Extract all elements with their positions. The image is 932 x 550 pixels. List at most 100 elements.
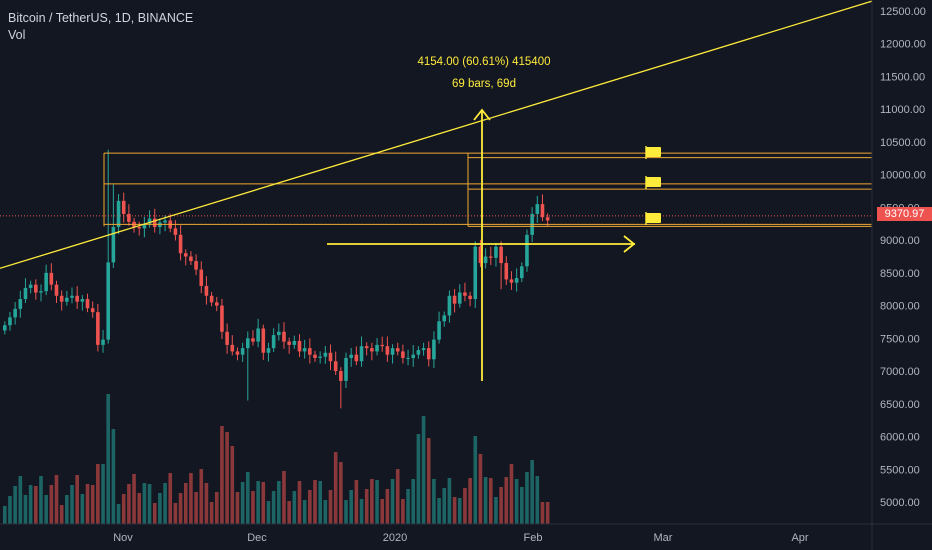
volume-bar [49, 485, 54, 524]
candle-body [106, 262, 110, 340]
volume-bar [401, 499, 405, 524]
volume-bar [452, 497, 457, 524]
volume-bar [116, 504, 121, 524]
volume-bar [390, 479, 395, 524]
candle-body [220, 305, 224, 332]
candle-body [266, 348, 271, 353]
y-tick-label: 12500.00 [880, 6, 926, 18]
y-tick-label: 12000.00 [880, 39, 926, 51]
volume-bar [406, 489, 410, 524]
volume-bar [282, 471, 286, 524]
candle-body [214, 302, 219, 306]
volume-bar [509, 464, 514, 524]
volume-bar [514, 479, 519, 524]
candle-body [494, 246, 498, 258]
candle-body [463, 292, 467, 296]
x-tick-label: 2020 [383, 532, 407, 544]
volume-bar [28, 485, 33, 524]
candle-body [282, 331, 286, 342]
volume-bar [54, 475, 59, 524]
volume-bar [411, 479, 416, 524]
volume-bar [132, 474, 136, 524]
candle-body [54, 284, 59, 296]
drawings [0, 0, 873, 381]
volume-bar [220, 426, 224, 524]
volume-bar [225, 432, 229, 524]
candle-body [256, 328, 260, 342]
candle-body [483, 256, 488, 264]
volume-bar [437, 498, 441, 524]
volume-bar [380, 499, 385, 524]
volume-bar [339, 462, 343, 524]
volume-bar [142, 483, 147, 524]
volume-bar [147, 484, 152, 524]
volume-bar [235, 492, 240, 524]
volume-bar [65, 495, 69, 524]
candle-body [292, 340, 297, 345]
volume-bar [328, 490, 333, 524]
volume-bar [194, 492, 198, 524]
volume-bar [323, 500, 328, 524]
volume-bar [375, 480, 379, 524]
volume-bar [421, 416, 426, 524]
candle-body [437, 321, 441, 340]
volume-bar [468, 478, 472, 524]
volume-bar [349, 490, 353, 524]
volume-bar [385, 489, 390, 524]
volume-bar [127, 484, 131, 524]
volume-label[interactable]: Vol [8, 28, 26, 42]
candle-body [39, 291, 43, 293]
volume-bar [85, 484, 90, 524]
candle-body [328, 352, 333, 362]
candle-body [499, 246, 503, 264]
candle-body [199, 269, 204, 286]
candle-body [344, 357, 348, 381]
flag-icon [646, 147, 661, 157]
candle-body [44, 272, 48, 292]
candle-body [13, 308, 17, 318]
candle-body [34, 284, 38, 293]
volume-bar [59, 505, 64, 524]
candle-body [121, 200, 126, 214]
y-tick-label: 9000.00 [880, 235, 920, 247]
chart-legend: Bitcoin / TetherUS, 1D, BINANCE Vol [8, 10, 193, 44]
volume-bar [121, 494, 126, 524]
candle-body [183, 253, 188, 257]
flag-icon [646, 177, 661, 187]
volume-bar [256, 481, 260, 524]
volume-bar [23, 495, 28, 524]
volume-bar [96, 464, 100, 524]
volume-bar [277, 481, 281, 524]
candle-body [468, 295, 472, 300]
y-tick-label: 5000.00 [880, 497, 920, 509]
candle-body [261, 328, 266, 353]
volume-bar [297, 481, 302, 524]
y-tick-label: 7000.00 [880, 366, 920, 378]
volume-bar [540, 502, 545, 524]
y-tick-label: 6500.00 [880, 399, 920, 411]
candle-body [416, 350, 421, 355]
candle-body [535, 204, 540, 214]
candle-body [426, 348, 431, 360]
volume-bar [478, 454, 483, 524]
candle-body [204, 285, 209, 296]
volume-bar [463, 488, 467, 524]
volume-bar [266, 501, 271, 524]
symbol-title[interactable]: Bitcoin / TetherUS, 1D, BINANCE [8, 11, 194, 25]
volume-bar [44, 495, 48, 524]
volume-bar [163, 483, 167, 524]
volume-bar [359, 499, 364, 524]
volume-bar [313, 480, 317, 524]
candle-body [163, 220, 167, 223]
volume-bar [101, 464, 105, 524]
candle-body [28, 284, 33, 288]
candle-body [375, 344, 379, 352]
volume-bar [473, 436, 478, 524]
candle-body [142, 223, 147, 229]
candle-body [520, 266, 524, 279]
candle-body [189, 256, 193, 262]
candle-body [385, 346, 390, 355]
volume-bar [90, 485, 95, 524]
candle-body [488, 256, 493, 258]
